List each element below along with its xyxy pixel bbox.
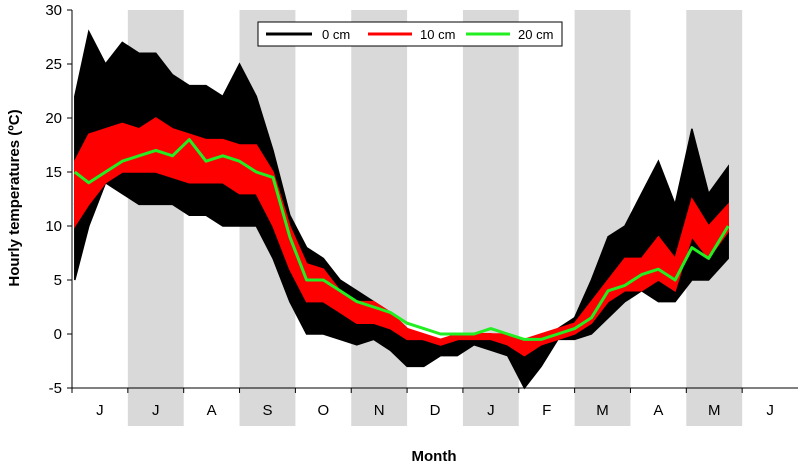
- x-tick-label: J: [152, 402, 160, 419]
- x-tick-label: M: [708, 402, 721, 419]
- series-range-band: [74, 117, 729, 357]
- legend-label-10cm: 10 cm: [420, 27, 455, 42]
- x-tick-label: N: [374, 402, 385, 419]
- x-tick-label: J: [96, 402, 104, 419]
- x-tick-label: J: [487, 402, 495, 419]
- month-band: [462, 10, 519, 426]
- y-tick-label: 0: [54, 326, 62, 343]
- y-tick-label: 10: [45, 218, 62, 235]
- y-tick-label: 5: [54, 272, 62, 289]
- x-axis-title: Month: [412, 448, 457, 465]
- x-tick-label: D: [430, 402, 441, 419]
- series-range-band: [74, 29, 729, 390]
- y-tick-label: -5: [49, 380, 62, 397]
- legend-label-0cm: 0 cm: [322, 27, 350, 42]
- month-band: [574, 10, 631, 426]
- series-line: [73, 138, 730, 341]
- x-tick-label: A: [207, 402, 217, 419]
- x-tick-label: O: [317, 402, 329, 419]
- month-band: [351, 10, 408, 426]
- y-tick-label: 15: [45, 164, 62, 181]
- x-tick-label: J: [766, 402, 774, 419]
- y-tick-label: 30: [45, 2, 62, 19]
- y-tick-label: 25: [45, 56, 62, 73]
- x-tick-label: F: [542, 402, 551, 419]
- series-20-cm: [73, 138, 730, 341]
- legend: 0 cm 10 cm 20 cm: [257, 21, 563, 47]
- y-ticks: -5 0 5 10 15 20 25 30: [45, 2, 72, 397]
- series-layer: [73, 29, 730, 390]
- legend-label-20cm: 20 cm: [518, 27, 553, 42]
- axes: [71, 10, 798, 389]
- x-tick-label: A: [653, 402, 663, 419]
- series-line: [73, 144, 730, 352]
- y-axis-title: Hourly temperatures (ºC): [6, 109, 23, 286]
- x-tick-label: S: [262, 402, 272, 419]
- series-10-cm: [73, 117, 730, 357]
- x-tick-label: M: [596, 402, 609, 419]
- y-tick-label: 20: [45, 110, 62, 127]
